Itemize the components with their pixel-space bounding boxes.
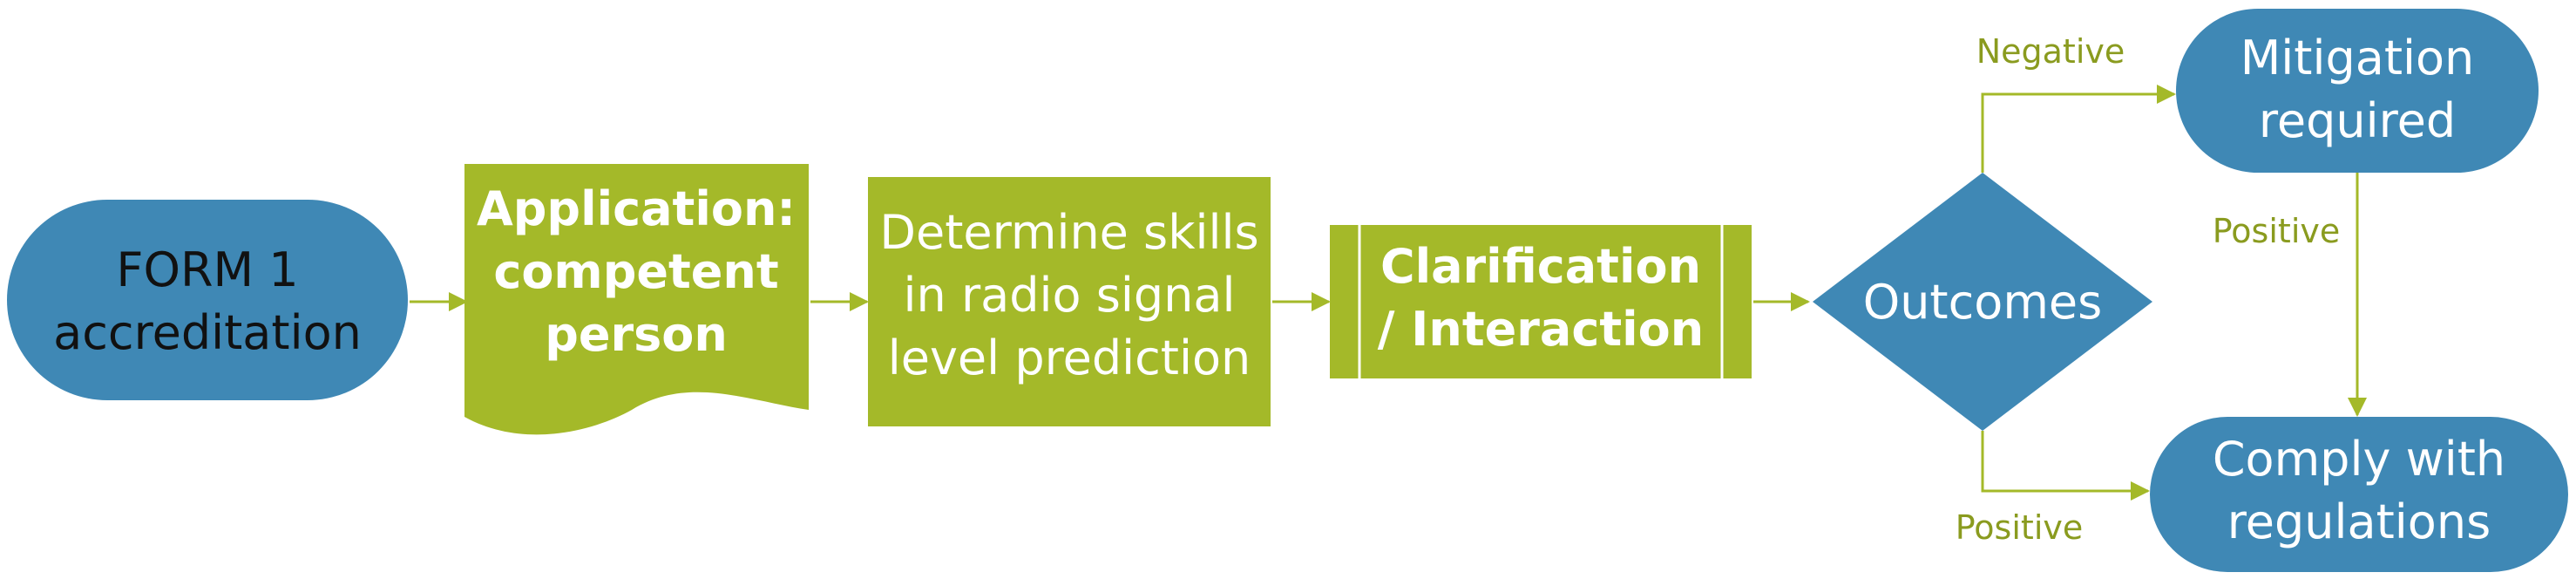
connectors <box>410 85 2367 501</box>
application-line1: Application: <box>477 181 796 236</box>
determine-line2: in radio signal <box>904 268 1236 323</box>
clarification-line1: Clarification <box>1380 239 1701 294</box>
edge-outcomes-positive-to-comply <box>1981 431 2150 501</box>
mitigation-line2: required <box>2259 93 2456 148</box>
form1-line2: accreditation <box>53 305 362 360</box>
node-form1-accreditation: FORM 1 accreditation <box>7 200 408 400</box>
edge-label-negative: Negative <box>1976 32 2125 71</box>
node-application-document: Application: competent person <box>464 164 809 435</box>
edge-label-positive-bottom: Positive <box>1956 508 2084 547</box>
mitigation-line1: Mitigation <box>2240 31 2475 85</box>
determine-line3: level prediction <box>888 330 1251 385</box>
comply-line2: regulations <box>2227 494 2491 549</box>
comply-line1: Comply with <box>2213 432 2505 487</box>
clarification-line2: / Interaction <box>1378 302 1704 357</box>
node-clarification-interaction: Clarification / Interaction <box>1330 225 1752 378</box>
outcomes-label: Outcomes <box>1863 275 2103 330</box>
node-outcomes-decision: Outcomes <box>1813 173 2152 431</box>
edge-outcomes-negative-to-mitigation <box>1981 85 2176 173</box>
determine-line1: Determine skills <box>879 205 1258 260</box>
form1-line1: FORM 1 <box>116 242 298 297</box>
node-determine-skills: Determine skills in radio signal level p… <box>868 177 1271 426</box>
node-mitigation-required: Mitigation required <box>2176 9 2539 173</box>
application-line2: competent <box>493 244 778 299</box>
node-comply-with-regulations: Comply with regulations <box>2150 417 2568 572</box>
edge-label-positive-right: Positive <box>2213 212 2341 250</box>
application-line3: person <box>545 307 728 362</box>
